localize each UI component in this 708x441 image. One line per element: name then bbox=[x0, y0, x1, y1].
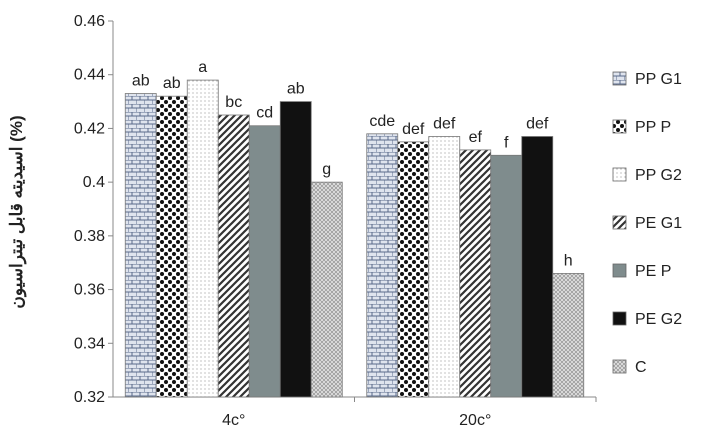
bars bbox=[124, 79, 585, 398]
data-label: cd bbox=[256, 105, 273, 122]
x-tick-label: 20c° bbox=[459, 412, 491, 429]
data-label: ab bbox=[287, 81, 305, 98]
bar bbox=[155, 95, 188, 398]
bar bbox=[366, 133, 399, 398]
bar bbox=[521, 136, 554, 398]
legend-entry: PE P bbox=[635, 263, 671, 280]
data-label: ef bbox=[469, 129, 483, 146]
legend-swatch bbox=[612, 215, 627, 230]
y-tick-label: 0.46 bbox=[74, 13, 105, 30]
bar bbox=[248, 125, 281, 398]
data-label: def bbox=[433, 115, 456, 132]
legend-entry: PP G1 bbox=[635, 71, 682, 88]
bar bbox=[490, 154, 523, 398]
data-label: a bbox=[198, 59, 207, 76]
y-tick-label: 0.34 bbox=[74, 335, 105, 352]
data-label: def bbox=[526, 115, 549, 132]
bar bbox=[552, 273, 585, 398]
data-label: g bbox=[322, 161, 331, 178]
y-tick-label: 0.42 bbox=[74, 120, 105, 137]
data-label: bc bbox=[225, 94, 242, 111]
data-label: ab bbox=[163, 75, 181, 92]
y-tick-label: 0.38 bbox=[74, 228, 105, 245]
bar bbox=[310, 181, 343, 398]
legend-entry: PP P bbox=[635, 119, 671, 136]
bar bbox=[428, 136, 461, 398]
legend-swatch bbox=[612, 71, 627, 86]
y-tick-label: 0.44 bbox=[74, 67, 105, 84]
bar bbox=[186, 79, 219, 398]
legend-entry: PE G1 bbox=[635, 215, 682, 232]
bar bbox=[459, 149, 492, 398]
data-label: ab bbox=[132, 73, 150, 90]
legend-swatch bbox=[612, 167, 627, 182]
bar bbox=[124, 93, 157, 398]
x-tick-label: 4c° bbox=[222, 412, 245, 429]
legend-swatch bbox=[612, 263, 627, 278]
y-axis-label: اسیدیته قابل تیتراسیون (%) bbox=[7, 115, 27, 308]
axes: 0.46 0.44 0.42 0.4 0.38 0.36 0.34 0.32 4c° 20c° bbox=[74, 13, 597, 429]
legend-swatch bbox=[612, 119, 627, 134]
legend-swatch bbox=[612, 359, 627, 374]
legend-entry: C bbox=[635, 359, 647, 376]
legend: PP G1 PP P PP G2 PE G1 PE P PE G2 C bbox=[612, 71, 682, 376]
legend-swatch bbox=[612, 311, 627, 326]
y-tick-label: 0.4 bbox=[83, 174, 105, 191]
legend-entry: PP G2 bbox=[635, 167, 682, 184]
data-label: cde bbox=[369, 113, 395, 130]
y-tick-label: 0.36 bbox=[74, 282, 105, 299]
bar bbox=[397, 141, 430, 398]
y-tick-label: 0.32 bbox=[74, 389, 105, 406]
bar bbox=[279, 101, 312, 398]
data-label: h bbox=[564, 252, 573, 269]
bar bbox=[217, 114, 250, 398]
legend-entry: PE G2 bbox=[635, 311, 682, 328]
data-label: f bbox=[504, 134, 509, 151]
data-label: def bbox=[402, 121, 425, 138]
